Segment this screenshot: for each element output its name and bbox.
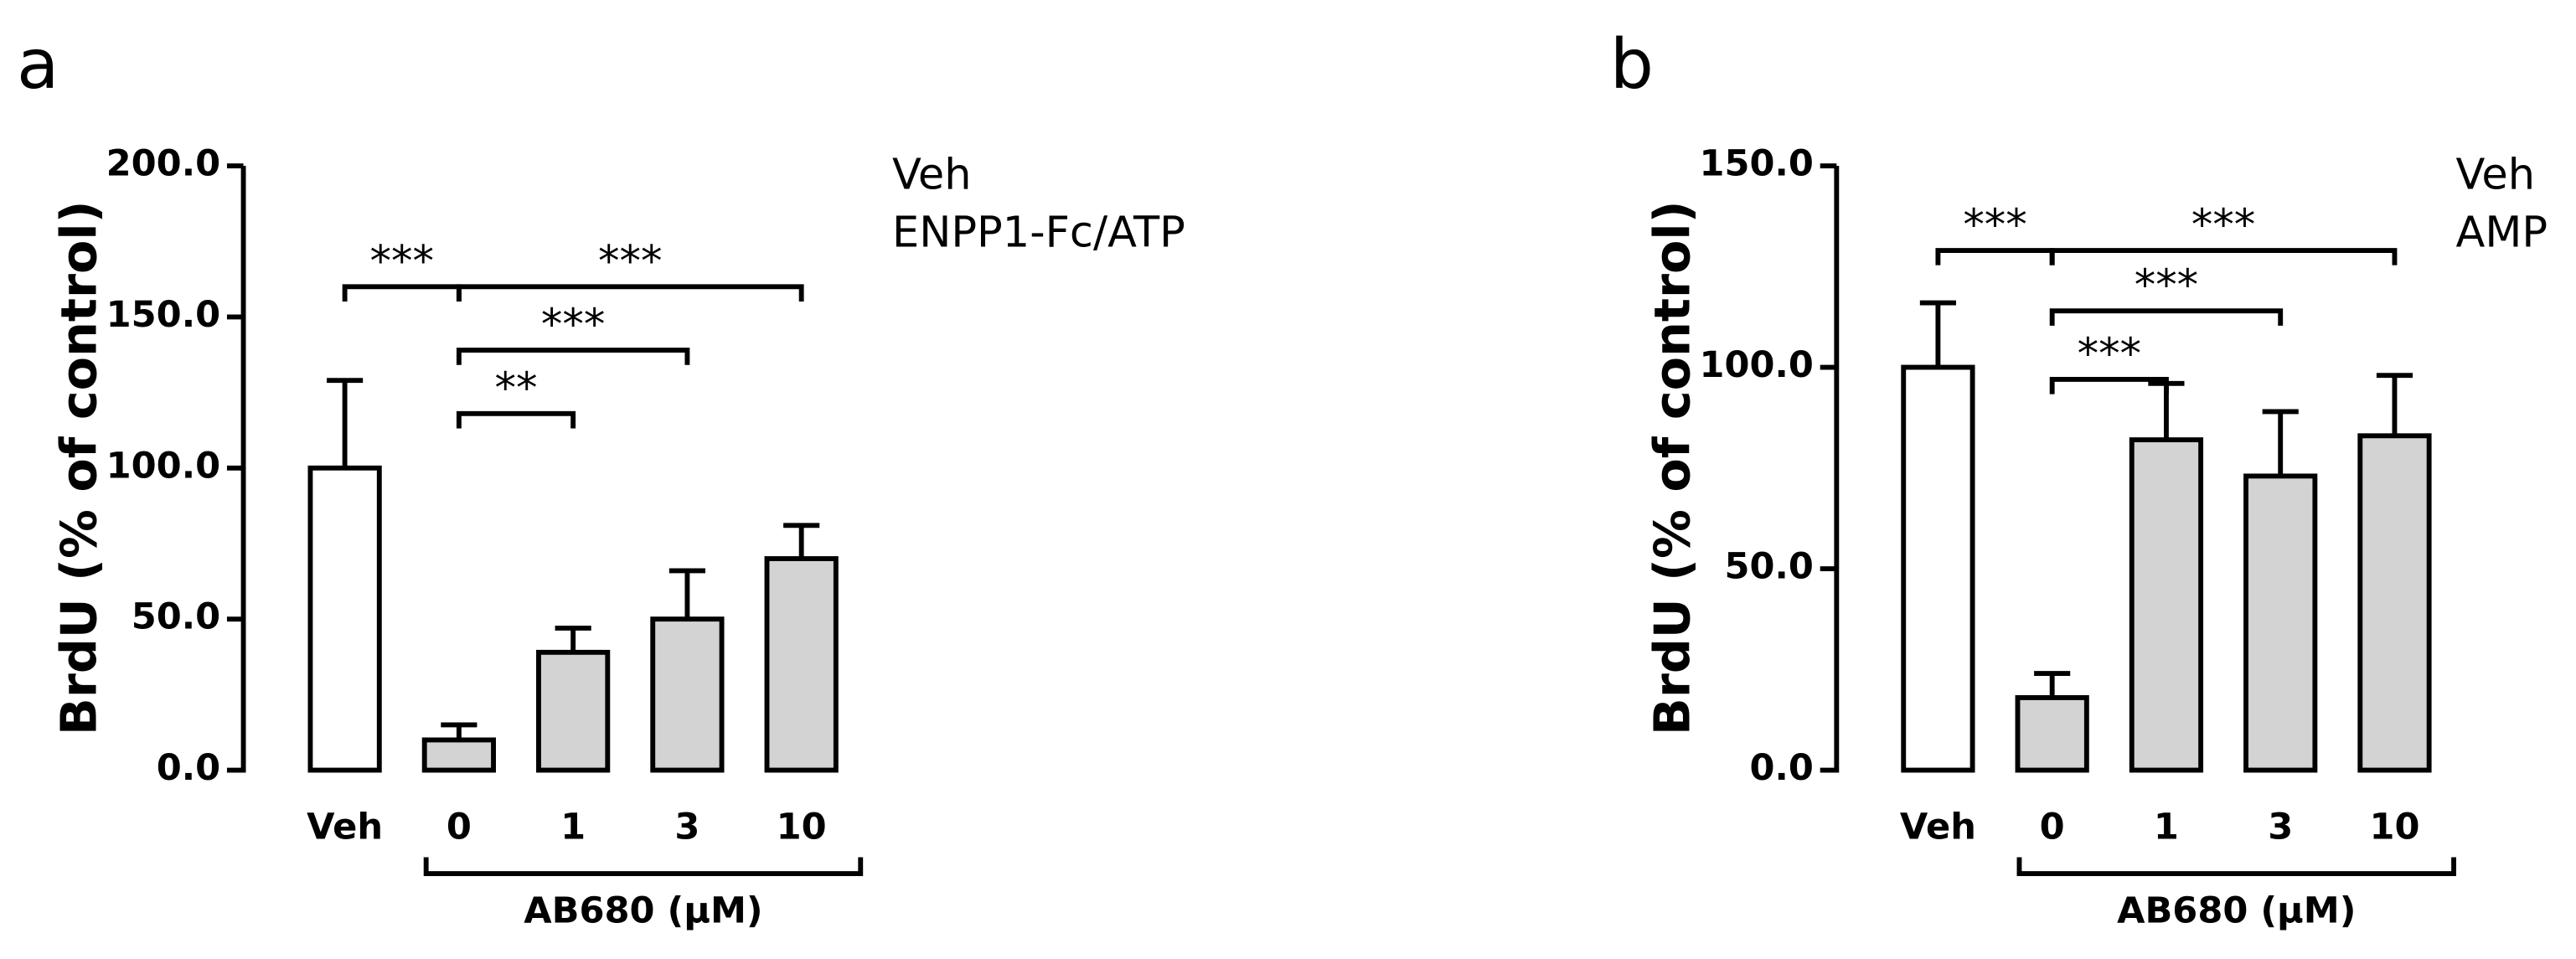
panel-label: b: [1610, 25, 1654, 105]
significance-bracket: [456, 348, 690, 365]
group-label: AB680 (μM): [2117, 890, 2356, 932]
significance-label: ***: [541, 301, 605, 350]
bar: [764, 556, 839, 773]
x-tick-label: 3: [674, 807, 699, 848]
group-bracket: [423, 857, 864, 876]
legend-entry: ENPP1-Fc/ATP: [892, 208, 1185, 257]
x-tick-label: 0: [447, 807, 472, 848]
x-tick-label: 1: [2154, 807, 2179, 848]
bar: [2357, 433, 2432, 773]
x-tick-label: 10: [777, 807, 827, 848]
bar: [650, 616, 725, 773]
significance-bracket: [2049, 248, 2398, 266]
bar: [421, 737, 496, 773]
significance-label: ***: [2135, 261, 2198, 311]
bar: [2015, 695, 2089, 773]
y-tick-label: 50.0: [132, 596, 220, 638]
x-tick-label: 3: [2268, 807, 2293, 848]
group-label: AB680 (μM): [524, 890, 762, 932]
bar: [536, 649, 611, 773]
significance-label: **: [495, 363, 538, 413]
significance-label: ***: [598, 237, 662, 286]
bar: [2129, 437, 2204, 773]
legend-entry: Veh: [2455, 151, 2535, 200]
x-tick-label: Veh: [307, 807, 383, 848]
y-tick-label: 0.0: [1749, 747, 1813, 789]
significance-bracket: [342, 284, 462, 302]
significance-bracket: [2049, 308, 2284, 326]
x-tick-label: 1: [560, 807, 586, 848]
significance-label: ***: [1963, 201, 2026, 250]
y-tick-label: 200.0: [106, 143, 220, 185]
significance-bracket: [456, 284, 804, 302]
y-axis-label: BrdU (% of control): [1643, 201, 1701, 735]
y-tick-label: 100.0: [106, 445, 220, 487]
x-tick-label: 10: [2369, 807, 2419, 848]
legend-entry: Veh: [892, 151, 972, 200]
y-axis-label: BrdU (% of control): [50, 201, 108, 735]
significance-bracket: [456, 410, 576, 429]
significance-bracket: [1935, 248, 2055, 266]
y-tick-label: 0.0: [157, 747, 220, 789]
significance-label: ***: [2191, 201, 2255, 250]
legend-entry: AMP: [2455, 208, 2548, 257]
x-tick-label: Veh: [1900, 807, 1976, 848]
y-tick-label: 150.0: [1699, 143, 1813, 185]
significance-bracket: [2049, 377, 2169, 394]
y-tick-label: 100.0: [1699, 344, 1813, 386]
significance-label: ***: [2078, 330, 2141, 379]
x-tick-label: 0: [2040, 807, 2065, 848]
group-bracket: [2016, 857, 2456, 876]
significance-label: ***: [370, 237, 434, 286]
y-tick-label: 50.0: [1724, 546, 1813, 588]
bar: [2243, 473, 2318, 773]
y-tick-label: 150.0: [106, 294, 220, 336]
panel-label: a: [17, 25, 59, 105]
bar: [307, 465, 382, 773]
bar: [1901, 364, 1975, 773]
